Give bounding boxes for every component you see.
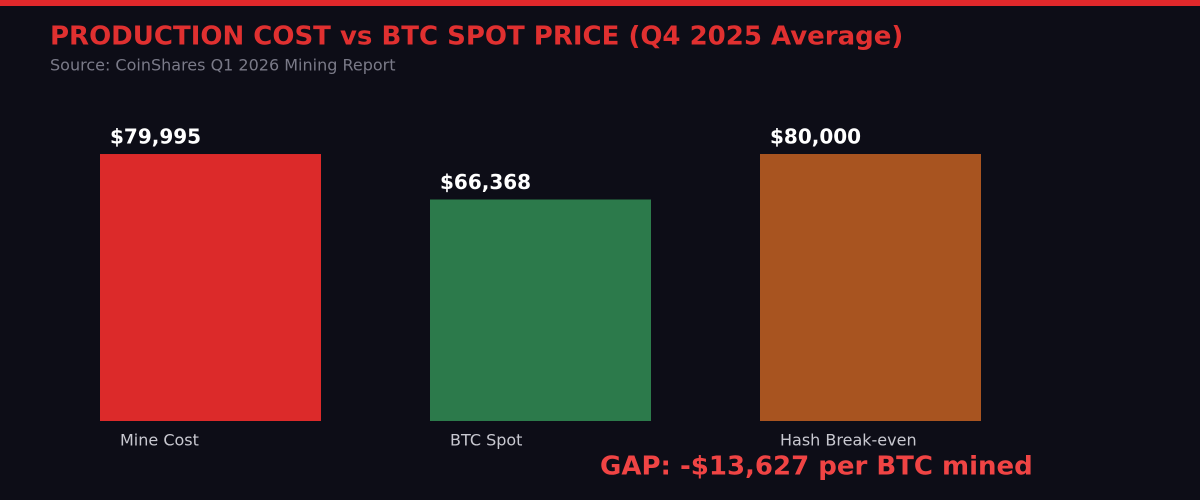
x-tick-label: BTC Spot — [450, 431, 522, 450]
value-label: $66,368 — [440, 170, 531, 194]
chart-title: PRODUCTION COST vs BTC SPOT PRICE (Q4 20… — [50, 22, 903, 52]
bar — [100, 154, 321, 421]
x-tick-label: Mine Cost — [120, 431, 199, 450]
annotation: GAP: -$13,627 per BTC mined — [600, 452, 1033, 482]
value-label: $79,995 — [110, 125, 201, 149]
bar — [760, 154, 981, 421]
bar — [430, 199, 651, 421]
value-label: $80,000 — [770, 125, 861, 149]
x-tick-label: Hash Break-even — [780, 431, 917, 450]
top-stripe — [0, 0, 1200, 6]
chart-subtitle: Source: CoinShares Q1 2026 Mining Report — [50, 56, 396, 75]
